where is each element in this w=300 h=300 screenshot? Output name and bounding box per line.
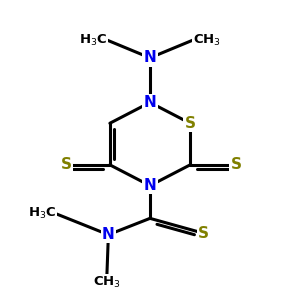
- Text: N: N: [144, 50, 156, 65]
- Text: S: S: [231, 158, 242, 172]
- Text: S: S: [198, 226, 209, 241]
- Text: N: N: [102, 227, 115, 242]
- Text: CH$_3$: CH$_3$: [193, 32, 221, 48]
- Text: N: N: [144, 178, 156, 193]
- Text: S: S: [184, 116, 196, 131]
- Text: H$_3$C: H$_3$C: [79, 32, 107, 48]
- Text: H$_3$C: H$_3$C: [28, 206, 56, 221]
- Text: N: N: [144, 95, 156, 110]
- Text: S: S: [61, 158, 72, 172]
- Text: CH$_3$: CH$_3$: [93, 275, 121, 290]
